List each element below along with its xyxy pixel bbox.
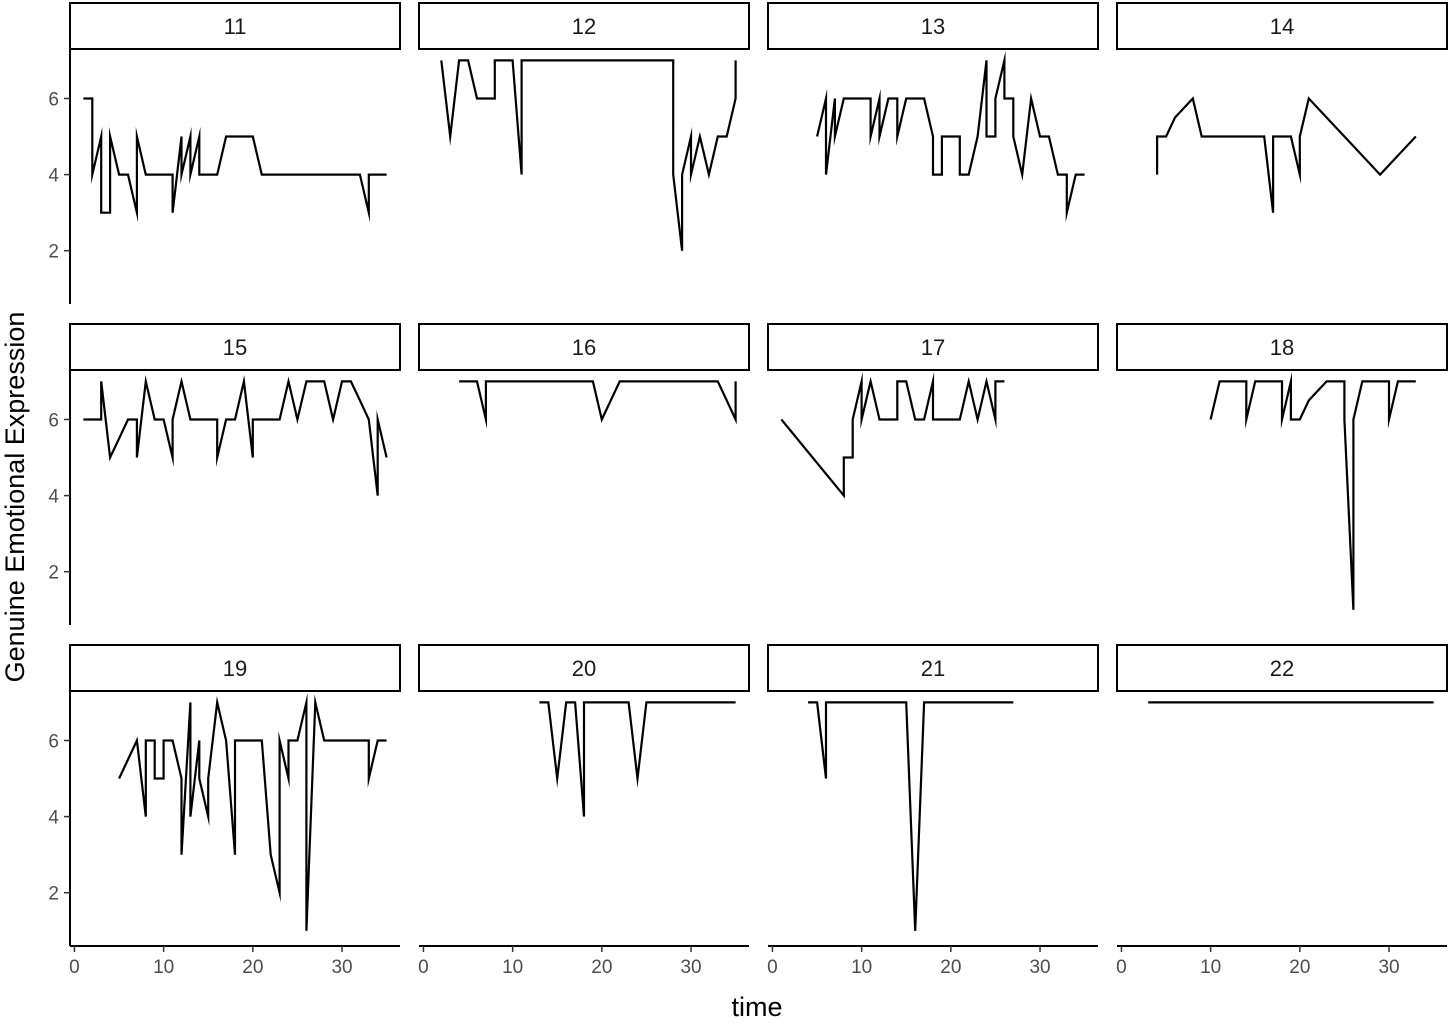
panel-strip-20 <box>418 644 750 692</box>
series-line-18 <box>1209 371 1416 610</box>
panel-20: 20 0 10 20 30 <box>418 644 750 978</box>
y-tick-label: 2 <box>48 884 59 905</box>
y-tick-label: 2 <box>48 563 59 584</box>
panel-strip-19 <box>69 644 401 692</box>
panel-16: 16 <box>418 323 750 430</box>
y-tick-label: 4 <box>48 808 59 829</box>
x-tick-label: 20 <box>591 957 612 978</box>
panel-strip-label: 17 <box>921 335 945 360</box>
panel-15: 15 2 4 6 <box>48 323 401 625</box>
y-tick-label: 4 <box>48 487 59 508</box>
x-tick-label: 30 <box>680 957 701 978</box>
panel-13: 13 <box>767 2 1099 223</box>
x-tick-label: 30 <box>331 957 352 978</box>
x-tick-label: 30 <box>1029 957 1050 978</box>
x-tick-label: 20 <box>1289 957 1310 978</box>
series-line-17 <box>780 371 1005 499</box>
panel-19: 19 2 4 6 0 10 20 30 <box>48 644 401 978</box>
panel-17: 17 <box>767 323 1099 499</box>
panel-strip-16 <box>418 323 750 371</box>
x-tick-label: 0 <box>418 957 429 978</box>
y-tick-label: 6 <box>48 410 59 431</box>
series-line-12 <box>440 59 737 251</box>
panel-11: 11 2 4 6 <box>48 2 401 304</box>
x-tick-label: 30 <box>1378 957 1399 978</box>
y-tick-label: 2 <box>48 242 59 263</box>
panel-strip-14 <box>1116 2 1448 50</box>
panel-strip-13 <box>767 2 1099 50</box>
panel-strip-22 <box>1116 644 1448 692</box>
panel-strip-label: 15 <box>223 335 247 360</box>
y-tick-label: 6 <box>48 731 59 752</box>
series-line-13 <box>816 50 1085 223</box>
panel-strip-label: 11 <box>224 14 247 39</box>
panel-strip-17 <box>767 323 1099 371</box>
panel-strip-label: 19 <box>223 656 247 681</box>
panel-14: 14 <box>1116 2 1448 213</box>
x-tick-label: 0 <box>1116 957 1127 978</box>
x-tick-label: 10 <box>851 957 872 978</box>
panel-strip-label: 16 <box>572 335 596 360</box>
x-tick-label: 10 <box>1200 957 1221 978</box>
series-line-15 <box>83 375 388 496</box>
panel-12: 12 <box>418 2 750 251</box>
y-tick-label: 4 <box>48 166 59 187</box>
series-line-11 <box>83 97 387 223</box>
x-axis-title: time <box>731 992 782 1021</box>
series-line-21 <box>808 701 1014 931</box>
x-tick-label: 0 <box>767 957 778 978</box>
panel-strip-18 <box>1116 323 1448 371</box>
panel-22: 22 0 10 20 30 <box>1116 644 1448 978</box>
x-tick-label: 0 <box>69 957 80 978</box>
panel-strip-label: 20 <box>572 656 596 681</box>
panel-strip-label: 12 <box>572 14 596 39</box>
panel-strip-15 <box>69 323 401 371</box>
panel-strip-label: 18 <box>1270 335 1294 360</box>
panel-strip-label: 22 <box>1270 656 1294 681</box>
series-line-19 <box>118 692 387 931</box>
panel-21: 21 0 10 20 30 <box>767 644 1099 978</box>
panel-strip-label: 13 <box>921 14 945 39</box>
x-tick-label: 10 <box>502 957 523 978</box>
x-tick-label: 20 <box>940 957 961 978</box>
panel-18: 18 <box>1116 323 1448 610</box>
panel-strip-21 <box>767 644 1099 692</box>
panel-strip-11 <box>69 2 401 50</box>
x-tick-label: 10 <box>153 957 174 978</box>
series-line-16 <box>459 380 737 430</box>
x-tick-label: 20 <box>242 957 263 978</box>
series-line-20 <box>539 701 736 817</box>
panel-strip-12 <box>418 2 750 50</box>
y-tick-label: 6 <box>48 89 59 110</box>
y-axis-title: Genuine Emotional Expression <box>0 312 30 683</box>
panel-strip-label: 14 <box>1270 14 1294 39</box>
panel-strip-label: 21 <box>921 656 945 681</box>
series-line-14 <box>1155 96 1417 213</box>
